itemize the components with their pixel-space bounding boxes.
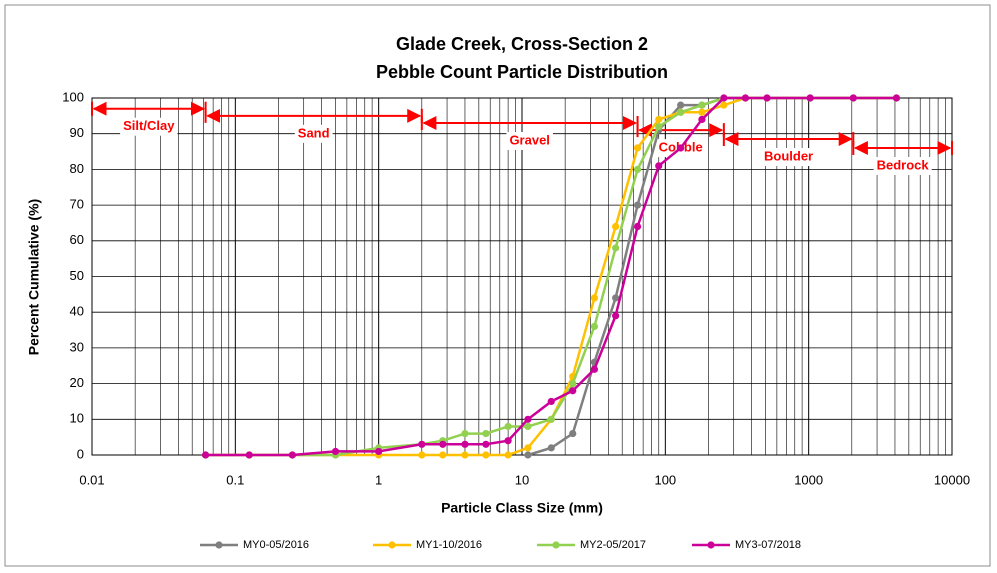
data-point xyxy=(375,447,383,456)
chart-subtitle: Pebble Count Particle Distribution xyxy=(376,62,668,82)
data-point xyxy=(504,422,512,431)
x-tick-label: 0.1 xyxy=(226,472,244,487)
y-tick-label: 70 xyxy=(70,197,84,212)
data-point xyxy=(677,101,685,109)
legend-label: MY3-07/2018 xyxy=(735,539,801,551)
range-label: Gravel xyxy=(509,132,549,147)
data-point xyxy=(547,415,555,423)
data-point xyxy=(461,451,469,459)
data-point xyxy=(569,380,577,388)
legend-marker xyxy=(707,541,715,549)
data-point xyxy=(524,444,532,452)
data-point xyxy=(720,101,728,109)
data-point xyxy=(633,222,642,231)
data-point xyxy=(741,94,750,102)
range-label-bg xyxy=(506,131,553,150)
data-point xyxy=(633,201,642,209)
data-point xyxy=(569,429,577,438)
data-point xyxy=(590,322,599,331)
data-point xyxy=(698,108,706,116)
legend-label: MY2-05/2017 xyxy=(580,539,646,551)
data-point xyxy=(288,451,296,459)
data-point xyxy=(569,387,577,395)
y-tick-label: 100 xyxy=(62,89,84,104)
data-point xyxy=(590,294,599,302)
data-point xyxy=(524,422,532,431)
data-point xyxy=(806,94,814,102)
data-point xyxy=(524,451,532,459)
data-point xyxy=(201,451,210,459)
range-label: Silt/Clay xyxy=(123,118,175,133)
data-point xyxy=(655,115,663,124)
data-point xyxy=(482,440,490,448)
range-label: Boulder xyxy=(764,148,813,163)
data-point xyxy=(461,440,469,448)
x-tick-label: 1000 xyxy=(794,472,823,487)
chart-border xyxy=(4,4,991,567)
data-point xyxy=(612,244,620,252)
range-label-bg xyxy=(294,124,333,143)
y-tick-label: 90 xyxy=(70,125,84,140)
data-point xyxy=(439,451,447,459)
legend-label: MY0-05/2016 xyxy=(243,539,309,551)
x-axis-label: Particle Class Size (mm) xyxy=(441,500,603,516)
y-tick-label: 20 xyxy=(70,375,84,390)
data-point xyxy=(677,108,685,116)
data-point xyxy=(655,122,663,131)
legend-marker xyxy=(388,541,396,549)
data-point xyxy=(547,397,555,406)
y-tick-label: 50 xyxy=(70,268,84,283)
range-label-bg xyxy=(761,148,817,167)
chart-title: Glade Creek, Cross-Section 2 xyxy=(396,34,648,54)
data-point xyxy=(482,429,490,438)
data-point xyxy=(633,144,642,152)
x-tick-label: 10 xyxy=(515,472,529,487)
data-point xyxy=(849,94,857,102)
data-point xyxy=(612,294,620,302)
legend-marker xyxy=(215,541,223,549)
data-point xyxy=(504,451,512,459)
range-label: Sand xyxy=(298,125,330,140)
data-point xyxy=(612,312,620,320)
y-tick-label: 30 xyxy=(70,339,84,354)
data-point xyxy=(677,144,685,152)
y-tick-label: 60 xyxy=(70,232,84,247)
data-point xyxy=(418,440,426,448)
data-point xyxy=(524,415,532,423)
data-point xyxy=(720,94,728,102)
y-tick-label: 10 xyxy=(70,411,84,426)
plot-frame xyxy=(91,97,953,456)
data-point xyxy=(612,222,620,231)
y-tick-label: 40 xyxy=(70,304,84,319)
y-tick-label: 0 xyxy=(77,446,84,461)
data-point xyxy=(763,94,771,102)
data-point xyxy=(331,447,340,456)
range-label-bg xyxy=(873,156,932,175)
range-label: Bedrock xyxy=(877,157,930,172)
data-point xyxy=(892,94,901,102)
data-point xyxy=(547,444,555,452)
y-tick-label: 80 xyxy=(70,161,84,176)
data-point xyxy=(439,440,447,448)
x-tick-label: 1 xyxy=(375,472,382,487)
x-tick-label: 10000 xyxy=(934,472,970,487)
legend-marker xyxy=(552,541,560,549)
x-tick-label: 0.01 xyxy=(79,472,104,487)
x-tick-label: 100 xyxy=(654,472,676,487)
data-point xyxy=(245,451,253,459)
data-point xyxy=(482,451,490,459)
data-point xyxy=(698,101,706,109)
y-axis-label: Percent Cumulative (%) xyxy=(26,199,42,355)
data-point xyxy=(504,437,512,445)
data-point xyxy=(461,429,469,438)
data-point xyxy=(590,365,599,373)
range-label-bg xyxy=(120,117,178,136)
data-point xyxy=(655,162,663,170)
data-point xyxy=(698,115,706,124)
legend-label: MY1-10/2016 xyxy=(416,539,482,551)
data-point xyxy=(633,165,642,173)
data-point xyxy=(418,451,426,459)
